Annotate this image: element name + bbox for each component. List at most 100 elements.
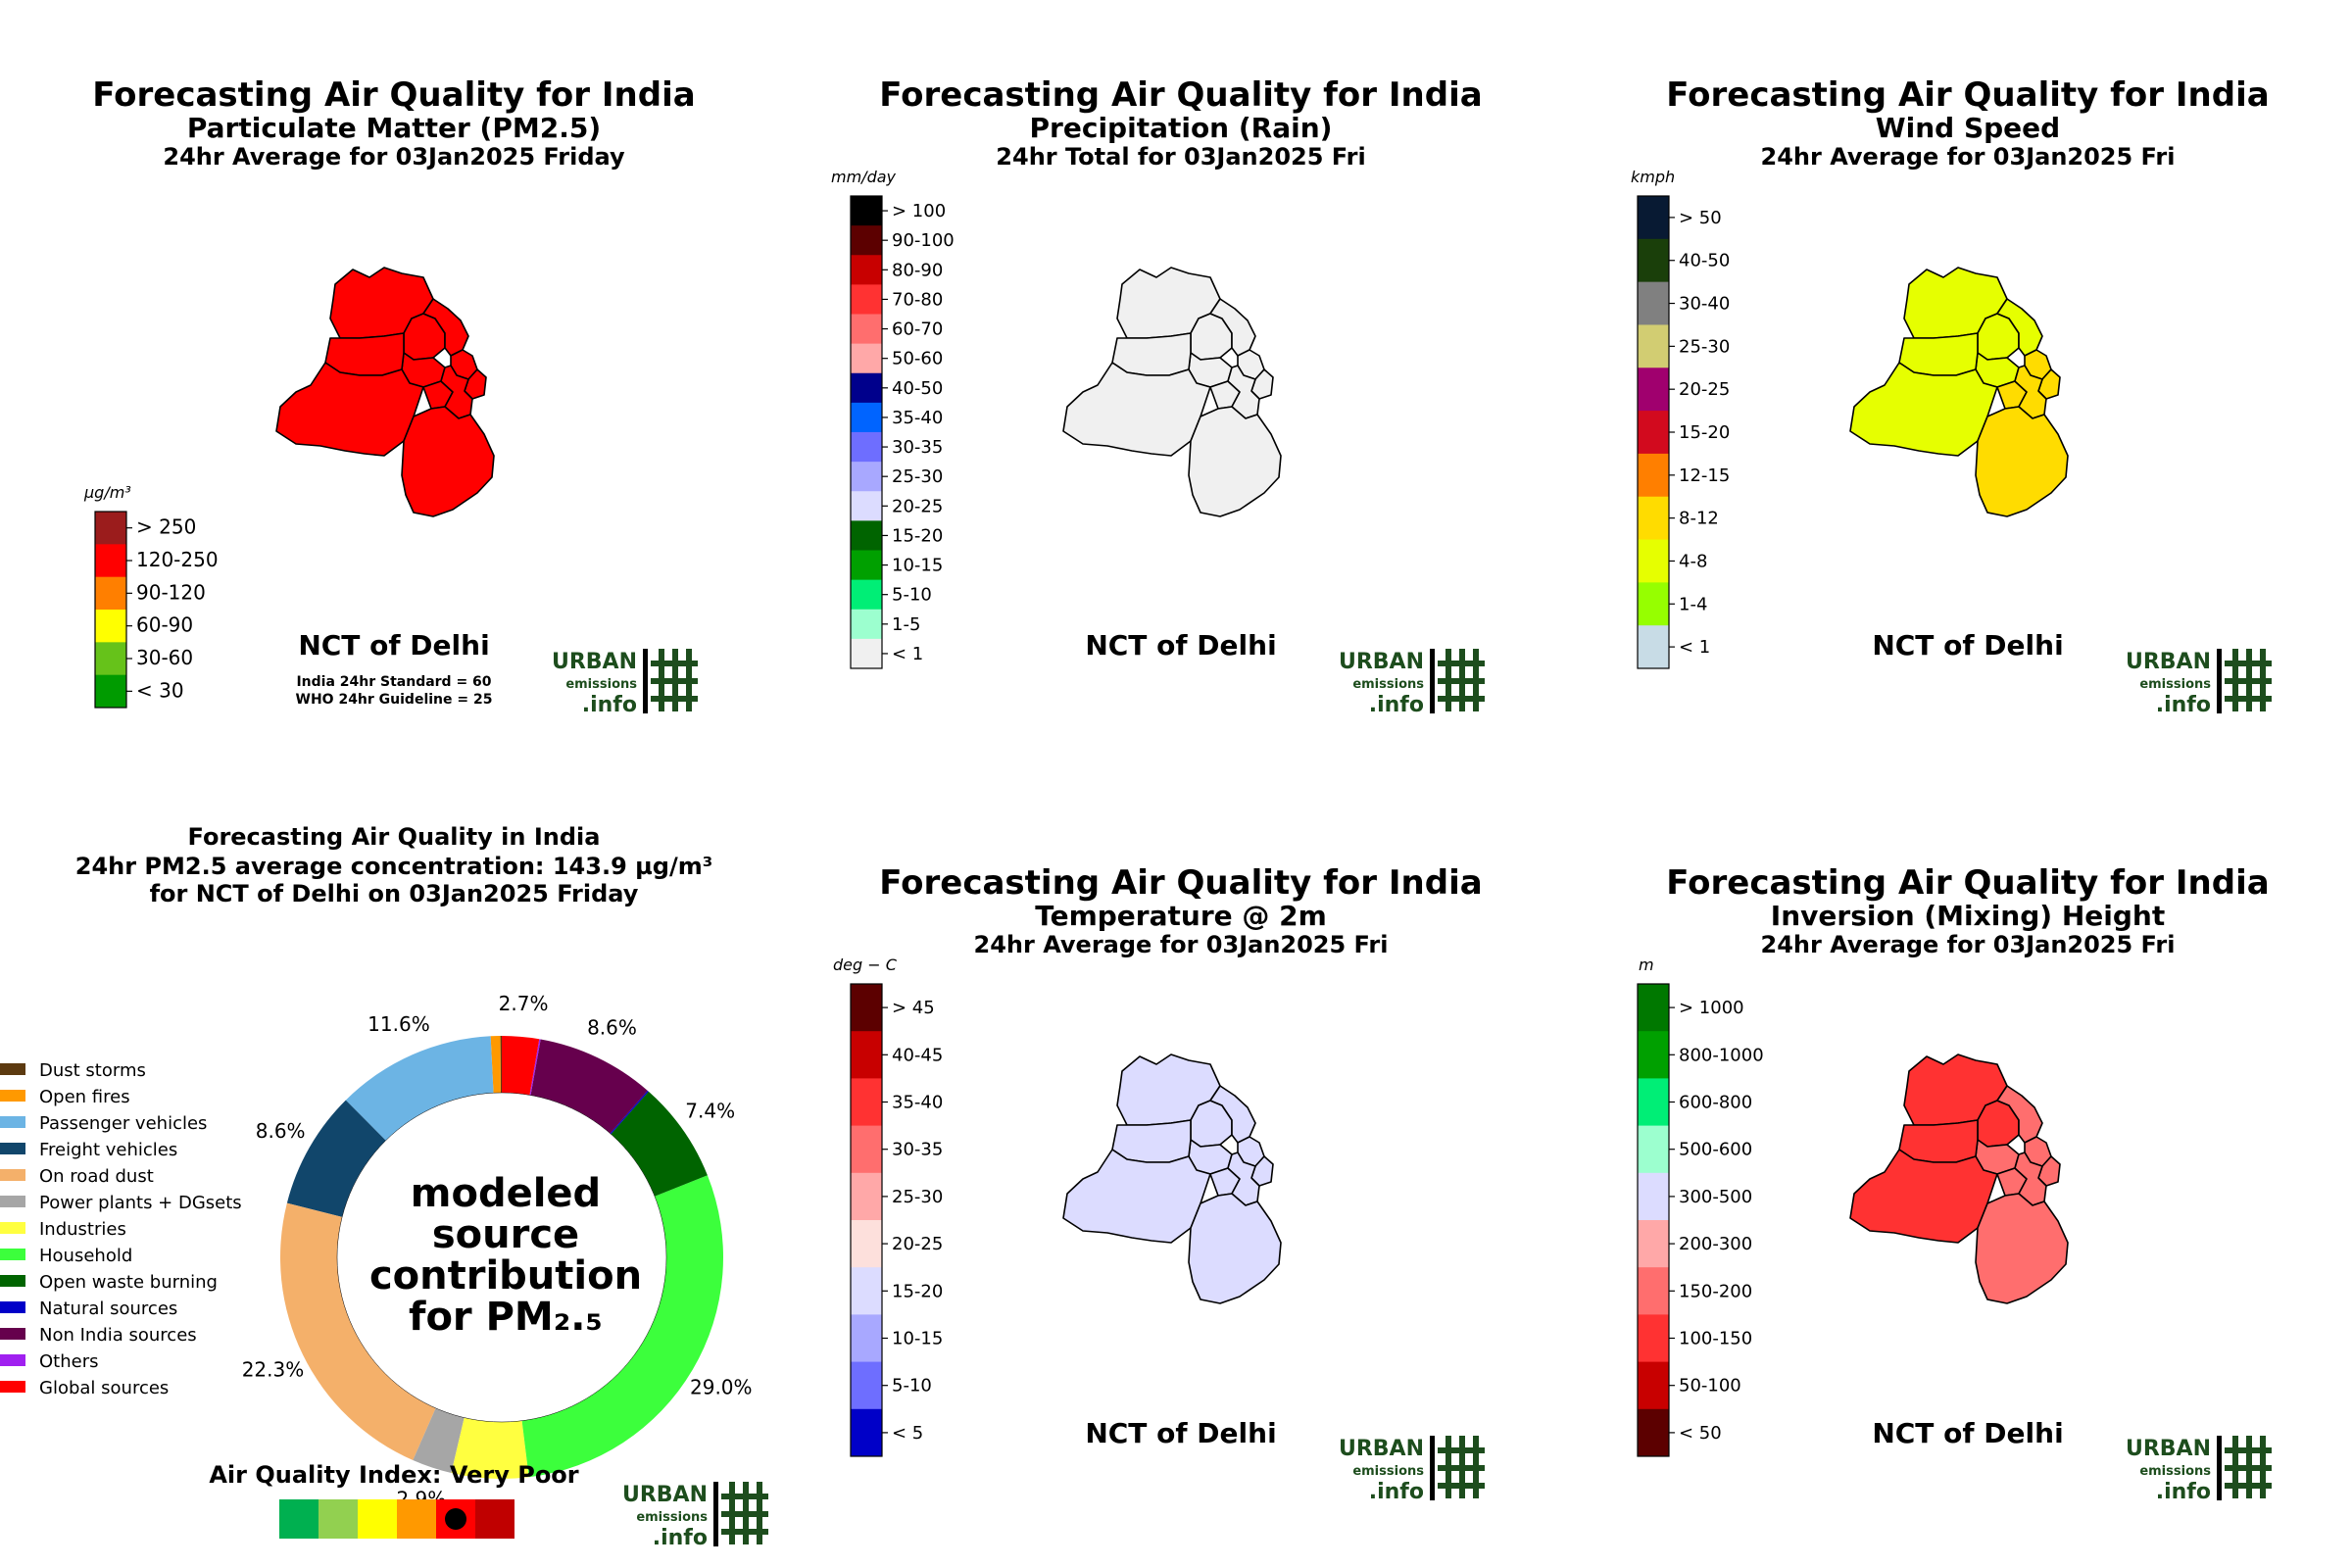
- logo-divider: [2217, 649, 2222, 713]
- logo-info-text: .info: [2156, 693, 2211, 717]
- aqi-scale: [279, 1499, 514, 1539]
- pm25-note-0: India 24hr Standard = 60: [296, 674, 491, 690]
- logo-urban-text: URBAN: [1339, 1437, 1424, 1461]
- panels-layer: Forecasting Air Quality for IndiaParticu…: [83, 75, 2272, 1504]
- pm25-colorbar-label: 90-120: [136, 580, 206, 604]
- pm25-title: Forecasting Air Quality for India: [92, 75, 695, 115]
- pm25-colorbar-label: 120-250: [136, 548, 219, 571]
- logo-grid-bar-h: [2225, 1465, 2272, 1471]
- pm25-colorbar-label: > 250: [136, 515, 196, 539]
- temp-panel: Forecasting Air Quality for IndiaTempera…: [833, 863, 1485, 1504]
- wind-district-10: [2014, 365, 2047, 419]
- pm25-subtitle: Particulate Matter (PM2.5): [187, 112, 601, 144]
- temp-colorbar-label: > 45: [892, 998, 935, 1018]
- pm25-colorbar-frame: [94, 511, 127, 709]
- legend-swatch-4: [0, 1169, 25, 1181]
- temp-district-8: [1062, 1149, 1211, 1244]
- wind-district-8: [1849, 362, 1998, 457]
- wind-colorbar-label: 20-25: [1679, 379, 1730, 400]
- aqi-swatch-0: [279, 1499, 318, 1539]
- legend-label-0: Dust storms: [39, 1060, 146, 1081]
- rain-colorbar-swatch: [851, 462, 882, 492]
- mix-colorbar-frame: [1637, 983, 1670, 1457]
- donut-title-line3: for NCT of Delhi on 03Jan2025 Friday: [150, 880, 639, 907]
- pm25-colorbar-label: < 30: [136, 678, 184, 702]
- logo-grid-bar-h: [721, 1529, 768, 1535]
- wind-urban-emissions-logo: URBAN emissions.info: [2126, 649, 2272, 717]
- wind-colorbar-frame: [1637, 195, 1670, 669]
- aqi-swatch-1: [318, 1499, 358, 1539]
- rain-district-7: [1111, 332, 1192, 376]
- temp-title: Forecasting Air Quality for India: [879, 863, 1482, 903]
- logo-grid-bar-h: [651, 661, 698, 666]
- temp-delhi-map: [1062, 1054, 1282, 1304]
- rain-district-10: [1227, 365, 1260, 419]
- wind-colorbar-swatch: [1638, 539, 1669, 583]
- rain-colorbar-swatch: [851, 609, 882, 640]
- temp-colorbar-swatch: [851, 1125, 882, 1174]
- donut-slice-open-fires: [490, 1036, 501, 1094]
- rain-colorbar-label: < 1: [892, 644, 923, 664]
- mix-district-10: [2014, 1152, 2047, 1206]
- legend-label-5: Power plants + DGsets: [39, 1193, 242, 1213]
- logo-emissions-text: emissions: [1352, 1464, 1424, 1479]
- wind-district-7: [1898, 332, 1979, 376]
- temp-colorbar-label: 5-10: [892, 1376, 932, 1396]
- pm25-colorbar-swatch: [95, 544, 126, 578]
- donut-percent-1: 8.6%: [587, 1016, 637, 1040]
- legend-label-12: Global sources: [39, 1378, 169, 1398]
- rain-colorbar-swatch: [851, 314, 882, 345]
- mix-panel: Forecasting Air Quality for IndiaInversi…: [1637, 863, 2272, 1504]
- legend-swatch-8: [0, 1275, 25, 1287]
- rain-colorbar-label: 35-40: [892, 408, 943, 428]
- mix-colorbar-label: 300-500: [1679, 1187, 1752, 1207]
- rain-colorbar-swatch: [851, 432, 882, 463]
- mix-colorbar-swatch: [1638, 1314, 1669, 1363]
- mix-colorbar-swatch: [1638, 1172, 1669, 1221]
- logo-info-text: .info: [1369, 1480, 1424, 1504]
- logo-info-text: .info: [653, 1526, 708, 1550]
- mix-district-8: [1849, 1149, 1998, 1244]
- logo-info-text: .info: [582, 693, 637, 717]
- wind-delhi-map: [1849, 267, 2069, 517]
- logo-divider: [713, 1482, 718, 1546]
- mix-subtitle: Inversion (Mixing) Height: [1771, 900, 2165, 932]
- donut-percent-3: 29.0%: [690, 1375, 753, 1398]
- rain-colorbar-swatch: [851, 550, 882, 581]
- logo-emissions-text: emissions: [636, 1510, 708, 1525]
- mix-colorbar-swatch: [1638, 1408, 1669, 1457]
- pm25-legend-unit: µg/m³: [83, 483, 131, 502]
- temp-colorbar-label: < 5: [892, 1423, 923, 1444]
- rain-colorbar-label: 25-30: [892, 466, 943, 487]
- mix-urban-emissions-logo: URBAN emissions.info: [2126, 1436, 2272, 1504]
- wind-colorbar-label: 40-50: [1679, 251, 1730, 271]
- pm25-district-10: [440, 365, 473, 419]
- mix-legend-unit: m: [1639, 956, 1654, 974]
- mix-district-7: [1898, 1119, 1979, 1163]
- wind-colorbar-label: 15-20: [1679, 422, 1730, 443]
- logo-grid-bar-h: [1438, 678, 1485, 684]
- donut-slice-household: [521, 1175, 723, 1478]
- wind-district-11: [1975, 406, 2069, 517]
- mix-colorbar-swatch: [1638, 1361, 1669, 1410]
- logo-grid-bar-h: [2225, 696, 2272, 702]
- pm25-district-8: [275, 362, 424, 457]
- legend-label-9: Natural sources: [39, 1298, 177, 1319]
- legend-label-3: Freight vehicles: [39, 1140, 177, 1160]
- donut-hole: [336, 1092, 667, 1423]
- temp-legend-unit: deg − C: [833, 956, 898, 974]
- mix-colorbar-label: 150-200: [1679, 1281, 1752, 1301]
- temp-urban-emissions-logo: URBAN emissions.info: [1339, 1436, 1485, 1504]
- rain-colorbar-frame: [850, 195, 883, 669]
- mix-colorbar-swatch: [1638, 1031, 1669, 1079]
- source-contribution-panel: Forecasting Air Quality in India 24hr PM…: [0, 823, 768, 1550]
- aqi-swatch-2: [358, 1499, 397, 1539]
- logo-grid-icon: [651, 649, 698, 711]
- donut-slice-global-sources: [502, 1036, 540, 1096]
- donut-slice-open-waste-burning: [611, 1091, 708, 1197]
- legend-swatch-5: [0, 1196, 25, 1207]
- logo-grid-icon: [1438, 649, 1485, 711]
- rain-district-8: [1062, 362, 1211, 457]
- rain-legend-unit: mm/day: [831, 168, 897, 186]
- rain-colorbar-label: 70-80: [892, 289, 943, 310]
